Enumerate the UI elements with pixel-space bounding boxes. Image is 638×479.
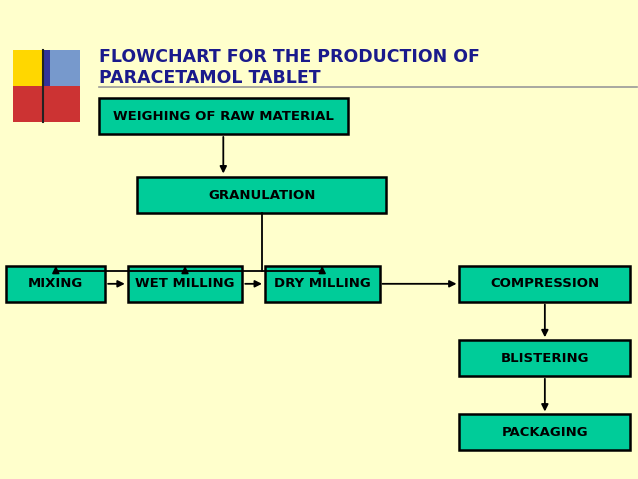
Bar: [265, 266, 380, 302]
Text: MIXING: MIXING: [28, 277, 84, 290]
Bar: [459, 266, 630, 302]
Bar: [6, 266, 105, 302]
Bar: [13, 50, 43, 86]
Text: GRANULATION: GRANULATION: [208, 189, 315, 202]
Bar: [99, 98, 348, 134]
Text: PACKAGING: PACKAGING: [501, 426, 588, 439]
Bar: [13, 86, 80, 122]
Text: FLOWCHART FOR THE PRODUCTION OF
PARACETAMOL TABLET: FLOWCHART FOR THE PRODUCTION OF PARACETA…: [99, 48, 480, 87]
Text: WEIGHING OF RAW MATERIAL: WEIGHING OF RAW MATERIAL: [113, 110, 334, 123]
Bar: [50, 50, 80, 86]
Text: DRY MILLING: DRY MILLING: [274, 277, 371, 290]
Text: WET MILLING: WET MILLING: [135, 277, 235, 290]
Bar: [459, 414, 630, 450]
Text: COMPRESSION: COMPRESSION: [490, 277, 600, 290]
Bar: [128, 266, 242, 302]
Bar: [459, 340, 630, 376]
Text: BLISTERING: BLISTERING: [501, 352, 589, 365]
Bar: [43, 50, 50, 86]
Bar: [137, 177, 386, 213]
